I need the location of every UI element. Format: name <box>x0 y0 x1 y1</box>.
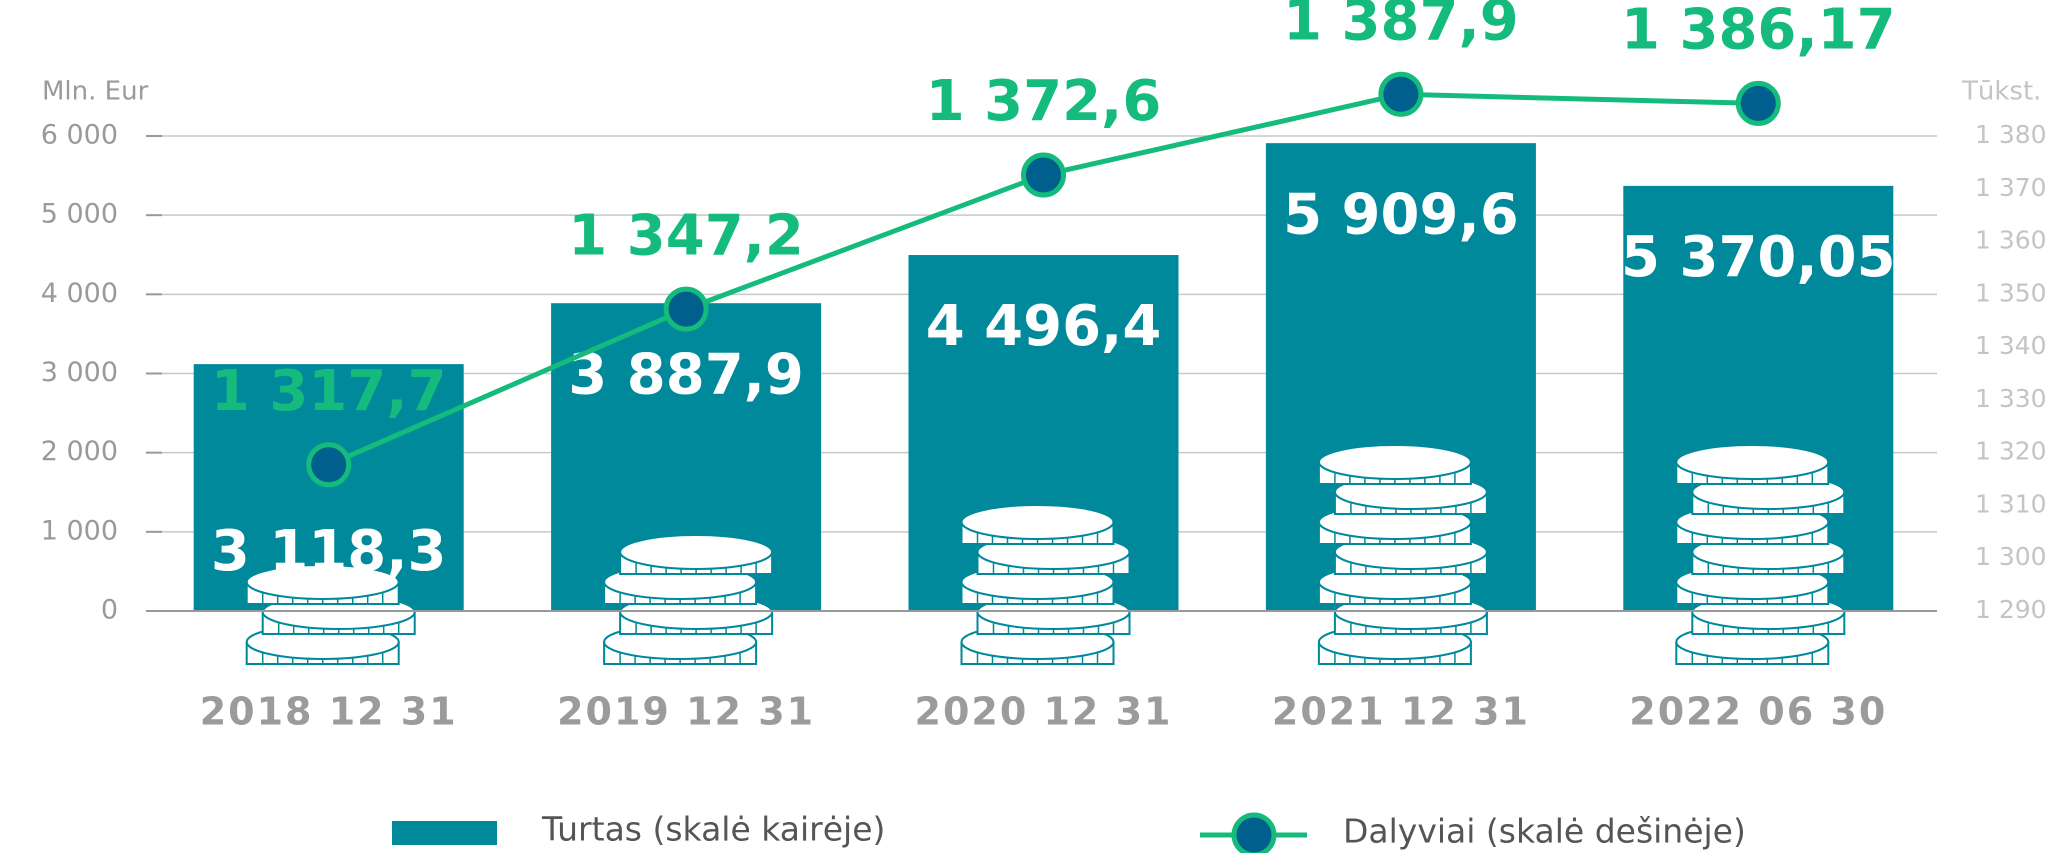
y-tick-label: 2 000 <box>41 436 118 467</box>
coin-stack <box>1317 444 1488 665</box>
line-value-label: 1 317,7 <box>211 359 447 424</box>
bar-value-label: 4 496,4 <box>926 294 1162 359</box>
x-tick-label: 2021 12 31 <box>1272 690 1530 734</box>
line-marker <box>1021 152 1066 198</box>
line-value-label: 1 372,6 <box>926 69 1162 134</box>
coin-stack <box>603 534 774 665</box>
bar-value-label: 3 887,9 <box>568 342 804 407</box>
y2-tick-label: 1 350 <box>1975 278 2047 307</box>
y2-tick-label: 1 320 <box>1975 437 2047 466</box>
legend-label: Dalyviai (skalė dešinėje) <box>1343 812 1746 851</box>
y2-tick-label: 1 310 <box>1975 489 2047 518</box>
y-tick-label: 0 <box>101 595 118 626</box>
x-tick-label: 2022 06 30 <box>1629 690 1887 734</box>
coin-face <box>960 504 1115 540</box>
y-tick-label: 1 000 <box>41 515 118 546</box>
y2-axis-label: Tūkst. <box>1961 77 2041 107</box>
coin-stack <box>1675 444 1846 665</box>
y2-tick-label: 1 380 <box>1975 120 2047 149</box>
line-value-label: 1 386,17 <box>1621 0 1896 63</box>
bar-value-label: 3 118,3 <box>211 519 447 584</box>
line-marker <box>663 286 709 332</box>
legend-marker <box>1231 812 1277 853</box>
bar-value-label: 5 909,6 <box>1283 182 1519 247</box>
coin-stack <box>960 504 1131 665</box>
y-tick-label: 6 000 <box>41 120 118 151</box>
bar-value-label: 5 370,05 <box>1621 225 1896 290</box>
line-value-label: 1 347,2 <box>568 203 804 268</box>
coin-face <box>1675 444 1830 480</box>
y-tick-label: 5 000 <box>41 199 118 230</box>
coin-face <box>1317 444 1472 480</box>
line-value-label: 1 387,9 <box>1283 0 1519 53</box>
coin-face <box>245 564 400 600</box>
legend-label: Turtas (skalė kairėje) <box>541 810 885 849</box>
x-tick-label: 2020 12 31 <box>915 690 1173 734</box>
y2-tick-label: 1 360 <box>1975 226 2047 255</box>
y2-tick-label: 1 300 <box>1975 542 2047 571</box>
x-tick-label: 2019 12 31 <box>557 690 815 734</box>
y-tick-label: 4 000 <box>41 278 118 309</box>
line-marker <box>1378 71 1424 117</box>
line-marker <box>1735 80 1781 126</box>
coin-face <box>619 534 774 570</box>
y-axis-label: Mln. Eur <box>42 77 149 107</box>
y2-tick-label: 1 330 <box>1975 384 2047 413</box>
x-tick-label: 2018 12 31 <box>200 690 458 734</box>
y2-tick-label: 1 340 <box>1975 331 2047 360</box>
y2-tick-label: 1 370 <box>1975 173 2047 202</box>
legend-swatch <box>392 821 497 845</box>
y2-tick-label: 1 290 <box>1975 595 2047 624</box>
y-tick-label: 3 000 <box>41 357 118 388</box>
line-marker <box>306 442 352 488</box>
coin-stack <box>245 564 416 665</box>
